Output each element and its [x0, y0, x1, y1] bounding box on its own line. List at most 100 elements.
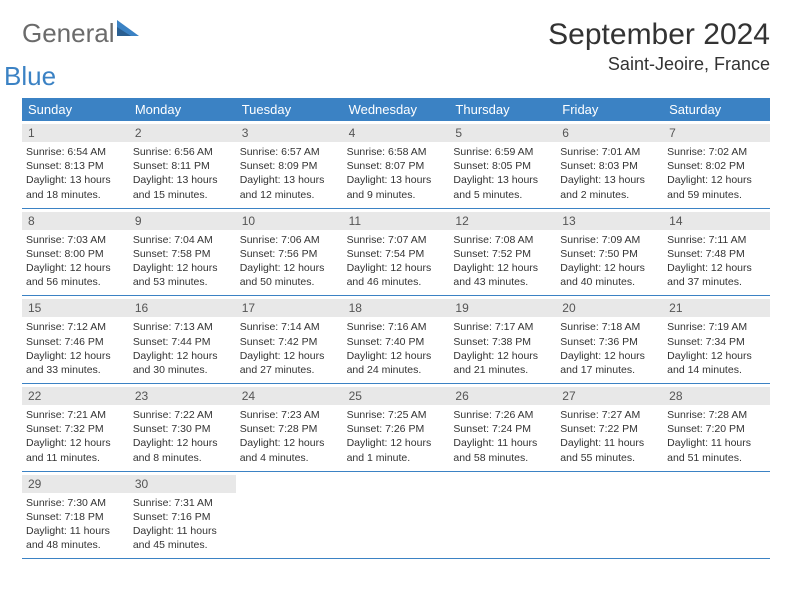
- sunrise-line: Sunrise: 7:28 AM: [667, 408, 766, 422]
- daylight-line: Daylight: 13 hours and 12 minutes.: [240, 173, 339, 201]
- daylight-line: Daylight: 11 hours and 55 minutes.: [560, 436, 659, 464]
- day-cell: [556, 472, 663, 559]
- day-cell: 10Sunrise: 7:06 AMSunset: 7:56 PMDayligh…: [236, 209, 343, 296]
- day-header: Wednesday: [343, 98, 450, 121]
- sunrise-line: Sunrise: 7:17 AM: [453, 320, 552, 334]
- day-cell: 18Sunrise: 7:16 AMSunset: 7:40 PMDayligh…: [343, 296, 450, 383]
- sunset-line: Sunset: 7:30 PM: [133, 422, 232, 436]
- sunset-line: Sunset: 7:56 PM: [240, 247, 339, 261]
- day-number: 12: [449, 212, 556, 230]
- sunset-line: Sunset: 7:48 PM: [667, 247, 766, 261]
- day-cell: 20Sunrise: 7:18 AMSunset: 7:36 PMDayligh…: [556, 296, 663, 383]
- day-number: 8: [22, 212, 129, 230]
- day-cell: 2Sunrise: 6:56 AMSunset: 8:11 PMDaylight…: [129, 121, 236, 208]
- daylight-line: Daylight: 13 hours and 5 minutes.: [453, 173, 552, 201]
- day-number: 16: [129, 299, 236, 317]
- sunset-line: Sunset: 8:09 PM: [240, 159, 339, 173]
- sunrise-line: Sunrise: 7:07 AM: [347, 233, 446, 247]
- day-cell: 22Sunrise: 7:21 AMSunset: 7:32 PMDayligh…: [22, 384, 129, 471]
- sunrise-line: Sunrise: 7:09 AM: [560, 233, 659, 247]
- day-number: 9: [129, 212, 236, 230]
- sunrise-line: Sunrise: 7:13 AM: [133, 320, 232, 334]
- day-number: 13: [556, 212, 663, 230]
- daylight-line: Daylight: 13 hours and 18 minutes.: [26, 173, 125, 201]
- sunset-line: Sunset: 7:36 PM: [560, 335, 659, 349]
- sunset-line: Sunset: 8:03 PM: [560, 159, 659, 173]
- sunset-line: Sunset: 8:00 PM: [26, 247, 125, 261]
- day-cell: 26Sunrise: 7:26 AMSunset: 7:24 PMDayligh…: [449, 384, 556, 471]
- daylight-line: Daylight: 13 hours and 2 minutes.: [560, 173, 659, 201]
- daylight-line: Daylight: 12 hours and 43 minutes.: [453, 261, 552, 289]
- day-number: 20: [556, 299, 663, 317]
- week-row: 22Sunrise: 7:21 AMSunset: 7:32 PMDayligh…: [22, 384, 770, 472]
- sunset-line: Sunset: 7:18 PM: [26, 510, 125, 524]
- day-number: 29: [22, 475, 129, 493]
- day-number: 15: [22, 299, 129, 317]
- daylight-line: Daylight: 13 hours and 9 minutes.: [347, 173, 446, 201]
- day-number: 14: [663, 212, 770, 230]
- daylight-line: Daylight: 12 hours and 30 minutes.: [133, 349, 232, 377]
- day-cell: 27Sunrise: 7:27 AMSunset: 7:22 PMDayligh…: [556, 384, 663, 471]
- sunset-line: Sunset: 7:28 PM: [240, 422, 339, 436]
- daylight-line: Daylight: 13 hours and 15 minutes.: [133, 173, 232, 201]
- day-number: 30: [129, 475, 236, 493]
- day-cell: 6Sunrise: 7:01 AMSunset: 8:03 PMDaylight…: [556, 121, 663, 208]
- sunset-line: Sunset: 7:46 PM: [26, 335, 125, 349]
- week-row: 1Sunrise: 6:54 AMSunset: 8:13 PMDaylight…: [22, 121, 770, 209]
- week-row: 29Sunrise: 7:30 AMSunset: 7:18 PMDayligh…: [22, 472, 770, 560]
- daylight-line: Daylight: 12 hours and 21 minutes.: [453, 349, 552, 377]
- day-number: 2: [129, 124, 236, 142]
- daylight-line: Daylight: 11 hours and 58 minutes.: [453, 436, 552, 464]
- sunrise-line: Sunrise: 7:12 AM: [26, 320, 125, 334]
- daylight-line: Daylight: 12 hours and 56 minutes.: [26, 261, 125, 289]
- day-header-row: SundayMondayTuesdayWednesdayThursdayFrid…: [22, 98, 770, 121]
- day-cell: 15 Sunrise: 7:12 AMSunset: 7:46 PMDayligh…: [22, 296, 129, 383]
- day-number: 6: [556, 124, 663, 142]
- day-number: 1: [22, 124, 129, 142]
- day-number: 27: [556, 387, 663, 405]
- sunset-line: Sunset: 8:02 PM: [667, 159, 766, 173]
- sunrise-line: Sunrise: 7:31 AM: [133, 496, 232, 510]
- sunrise-line: Sunrise: 7:06 AM: [240, 233, 339, 247]
- daylight-line: Daylight: 12 hours and 11 minutes.: [26, 436, 125, 464]
- day-header: Monday: [129, 98, 236, 121]
- daylight-line: Daylight: 12 hours and 33 minutes.: [26, 349, 125, 377]
- week-row: 15Sunrise: 7:12 AMSunset: 7:46 PMDayligh…: [22, 296, 770, 384]
- sunset-line: Sunset: 8:07 PM: [347, 159, 446, 173]
- sunset-line: Sunset: 7:34 PM: [667, 335, 766, 349]
- sunrise-line: Sunrise: 7:18 AM: [560, 320, 659, 334]
- day-cell: 29Sunrise: 7:30 AMSunset: 7:18 PMDayligh…: [22, 472, 129, 559]
- day-number: 4: [343, 124, 450, 142]
- day-cell: [449, 472, 556, 559]
- day-cell: 23Sunrise: 7:22 AMSunset: 7:30 PMDayligh…: [129, 384, 236, 471]
- day-cell: 28Sunrise: 7:28 AMSunset: 7:20 PMDayligh…: [663, 384, 770, 471]
- daylight-line: Daylight: 12 hours and 40 minutes.: [560, 261, 659, 289]
- sunrise-line: Sunrise: 7:02 AM: [667, 145, 766, 159]
- sunset-line: Sunset: 7:40 PM: [347, 335, 446, 349]
- sunset-line: Sunset: 8:11 PM: [133, 159, 232, 173]
- logo: General Blue: [22, 18, 141, 80]
- sunset-line: Sunset: 7:54 PM: [347, 247, 446, 261]
- day-cell: 17Sunrise: 7:14 AMSunset: 7:42 PMDayligh…: [236, 296, 343, 383]
- day-header: Friday: [556, 98, 663, 121]
- day-cell: 1Sunrise: 6:54 AMSunset: 8:13 PMDaylight…: [22, 121, 129, 208]
- sunrise-line: Sunrise: 7:11 AM: [667, 233, 766, 247]
- day-cell: 7Sunrise: 7:02 AMSunset: 8:02 PMDaylight…: [663, 121, 770, 208]
- day-number: 24: [236, 387, 343, 405]
- day-number: 21: [663, 299, 770, 317]
- daylight-line: Daylight: 11 hours and 48 minutes.: [26, 524, 125, 552]
- day-cell: 8Sunrise: 7:03 AMSunset: 8:00 PMDaylight…: [22, 209, 129, 296]
- day-number: 3: [236, 124, 343, 142]
- sunrise-line: Sunrise: 7:25 AM: [347, 408, 446, 422]
- daylight-line: Daylight: 11 hours and 45 minutes.: [133, 524, 232, 552]
- logo-triangle-icon: [117, 23, 139, 40]
- day-header: Tuesday: [236, 98, 343, 121]
- sunset-line: Sunset: 8:13 PM: [26, 159, 125, 173]
- sunrise-line: Sunrise: 7:16 AM: [347, 320, 446, 334]
- day-cell: 24Sunrise: 7:23 AMSunset: 7:28 PMDayligh…: [236, 384, 343, 471]
- daylight-line: Daylight: 12 hours and 53 minutes.: [133, 261, 232, 289]
- location: Saint-Jeoire, France: [548, 54, 770, 75]
- day-header: Thursday: [449, 98, 556, 121]
- day-cell: 13Sunrise: 7:09 AMSunset: 7:50 PMDayligh…: [556, 209, 663, 296]
- daylight-line: Daylight: 12 hours and 27 minutes.: [240, 349, 339, 377]
